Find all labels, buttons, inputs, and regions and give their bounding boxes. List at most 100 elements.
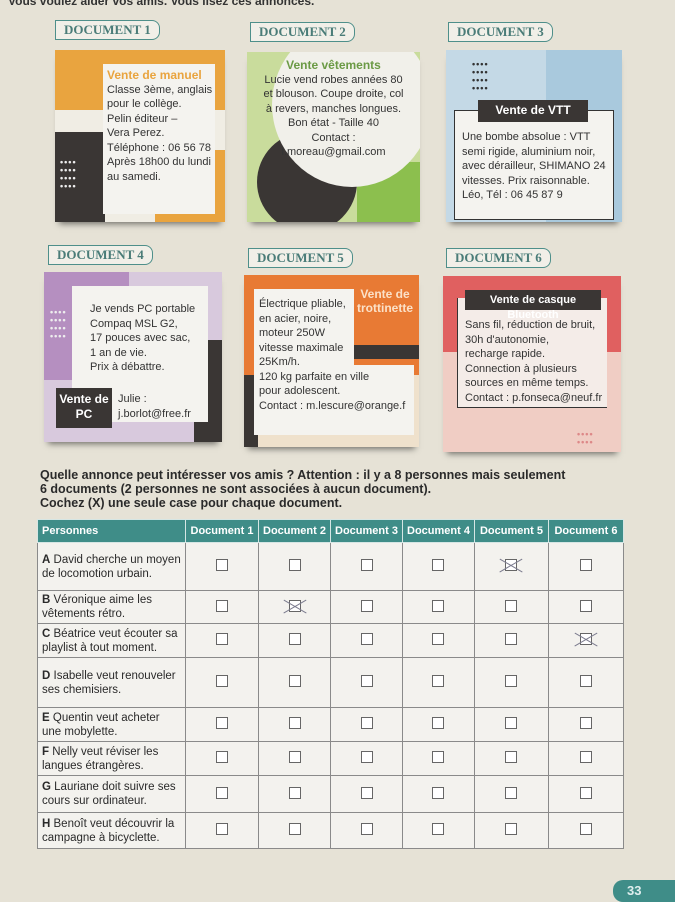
checkbox-cell	[473, 623, 549, 658]
checkbox[interactable]	[360, 559, 373, 571]
ad-text: Lucie vend robes années 80 et blouson. Co…	[263, 73, 404, 159]
ad-text: Une bombe absolue : VTT semi rigide, alum…	[462, 131, 606, 201]
column-header: Document 3	[330, 519, 403, 543]
document-4-card: •••• •••• •••• •••• Je vends PC portable Com…	[44, 272, 222, 442]
person-letter: F	[42, 745, 50, 758]
checkbox[interactable]	[360, 675, 373, 687]
dots-decoration: •••• •••• •••• ••••	[60, 157, 77, 191]
checkbox[interactable]	[216, 559, 228, 571]
checkbox[interactable]	[579, 717, 592, 729]
checkbox[interactable]	[216, 599, 228, 612]
document-6-label: DOCUMENT 6	[446, 248, 551, 268]
checkbox[interactable]	[216, 675, 228, 687]
checkbox[interactable]	[360, 823, 373, 835]
document-5-card: Vente de trottinette Électrique pliable,…	[244, 275, 419, 447]
checkbox[interactable]	[505, 823, 518, 835]
checkbox[interactable]	[505, 559, 518, 571]
person-text: Quentin veut acheter une mobylette.	[42, 711, 160, 738]
checkbox[interactable]	[505, 751, 518, 763]
column-header: Personnes	[37, 519, 186, 543]
checkbox[interactable]	[579, 786, 592, 799]
checkbox[interactable]	[432, 633, 445, 645]
table-row: C Béatrice veut écouter sa playlist à to…	[37, 623, 624, 658]
checkbox[interactable]	[360, 717, 373, 729]
checkbox-cell	[185, 623, 259, 658]
checkbox-cell	[473, 707, 549, 742]
checkbox-cell	[330, 542, 403, 591]
checkbox[interactable]	[505, 633, 518, 645]
checkbox-cell	[402, 741, 475, 776]
checkbox-cell	[185, 542, 259, 591]
person-cell: H Benoît veut découvrir la campagne à bi…	[37, 812, 186, 849]
checkbox[interactable]	[432, 823, 445, 835]
checkbox[interactable]	[432, 675, 445, 687]
checkbox[interactable]	[505, 675, 518, 687]
checkbox[interactable]	[216, 823, 228, 835]
ad-title: Vente de manuel	[107, 68, 202, 82]
checkbox[interactable]	[216, 751, 228, 763]
checkbox[interactable]	[432, 599, 445, 612]
checkbox-cell	[402, 812, 475, 849]
checkbox[interactable]	[288, 751, 301, 763]
checkbox-cell	[473, 542, 549, 591]
checkbox[interactable]	[432, 559, 445, 571]
checkbox[interactable]	[432, 786, 445, 799]
checkbox[interactable]	[288, 717, 301, 729]
checkbox[interactable]	[360, 633, 373, 645]
checkbox-cell	[258, 741, 331, 776]
document-4-label: DOCUMENT 4	[48, 245, 153, 265]
checkbox[interactable]	[579, 823, 592, 835]
checkbox[interactable]	[360, 786, 373, 799]
checkbox[interactable]	[579, 675, 592, 687]
column-header: Document 5	[473, 519, 549, 543]
table-row: E Quentin veut acheter une mobylette.	[37, 707, 624, 742]
checkbox[interactable]	[579, 751, 592, 763]
checkbox[interactable]	[216, 786, 228, 799]
column-header: Document 4	[402, 519, 475, 543]
checkbox[interactable]	[505, 786, 518, 799]
checkbox[interactable]	[579, 633, 592, 645]
checkbox[interactable]	[288, 823, 301, 835]
checkbox[interactable]	[579, 559, 592, 571]
checkbox-cell	[402, 590, 475, 624]
checkbox-cell	[185, 657, 259, 708]
checkbox[interactable]	[288, 633, 301, 645]
checkbox[interactable]	[288, 675, 301, 687]
person-letter: B	[42, 594, 51, 606]
person-letter: E	[42, 711, 50, 724]
checkbox-cell	[258, 542, 331, 591]
checkbox[interactable]	[288, 599, 301, 612]
checkbox-cell	[185, 775, 259, 813]
checkbox[interactable]	[579, 599, 592, 612]
table-row: B Véronique aime les vêtements rétro.	[37, 590, 624, 624]
checkbox[interactable]	[216, 717, 228, 729]
checkbox[interactable]	[216, 633, 228, 645]
column-header: Document 2	[258, 519, 331, 543]
table-row: H Benoît veut découvrir la campagne à bi…	[37, 812, 624, 849]
checkbox-cell	[547, 542, 624, 591]
checkbox-cell	[547, 623, 624, 658]
ad-title: Vente de PC	[56, 388, 112, 428]
ad-text: Je vends PC portable Compaq MSL G2, 17 pou…	[90, 303, 196, 373]
document-2-label: DOCUMENT 2	[250, 22, 355, 42]
instruction: Vous voulez aider vos amis. Vous lisez c…	[8, 0, 315, 8]
checkbox-cell	[473, 812, 549, 849]
checkbox[interactable]	[505, 717, 518, 729]
document-1-card: •••• •••• •••• •••• Vente de manuel Classe …	[55, 50, 225, 222]
checkbox-cell	[330, 741, 403, 776]
checkbox[interactable]	[432, 751, 445, 763]
checkbox-cell	[547, 775, 624, 813]
person-text: Lauriane doit suivre ses cours sur ordin…	[42, 781, 176, 807]
checkbox-cell	[402, 623, 475, 658]
checkbox[interactable]	[360, 599, 373, 612]
document-2-card: Vente vêtements Lucie vend robes années …	[247, 52, 420, 222]
checkbox[interactable]	[360, 751, 373, 763]
checkbox[interactable]	[432, 717, 445, 729]
checkbox-cell	[547, 741, 624, 776]
checkbox-cell	[258, 590, 331, 624]
checkbox[interactable]	[288, 786, 301, 799]
checkbox[interactable]	[505, 599, 518, 612]
checkbox[interactable]	[288, 559, 301, 571]
person-text: Nelly veut réviser les langues étrangère…	[42, 745, 159, 772]
